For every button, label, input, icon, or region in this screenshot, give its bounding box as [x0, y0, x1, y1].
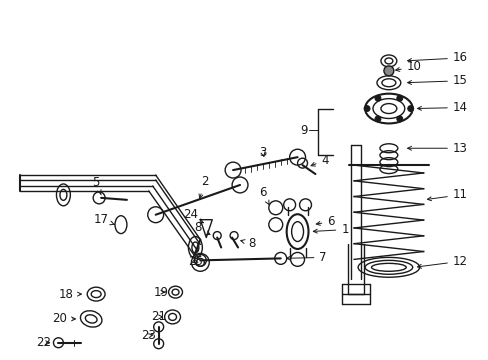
- Circle shape: [396, 95, 402, 101]
- Circle shape: [364, 105, 369, 112]
- Text: 14: 14: [417, 101, 467, 114]
- Text: 19: 19: [153, 285, 168, 299]
- Text: 6: 6: [316, 215, 334, 228]
- Text: 6: 6: [259, 186, 268, 205]
- Text: 5: 5: [92, 176, 101, 195]
- Text: 20: 20: [52, 312, 75, 325]
- Text: 21: 21: [150, 310, 165, 323]
- Circle shape: [407, 105, 413, 112]
- Text: 4: 4: [310, 154, 328, 167]
- Text: 16: 16: [407, 51, 467, 64]
- Text: 17: 17: [93, 213, 114, 226]
- Text: 23: 23: [141, 329, 155, 342]
- Text: 24: 24: [183, 208, 203, 223]
- Circle shape: [383, 66, 393, 76]
- Text: 12: 12: [417, 255, 467, 268]
- Text: 15: 15: [407, 74, 467, 87]
- Polygon shape: [200, 220, 212, 238]
- Circle shape: [374, 116, 380, 122]
- Text: 3: 3: [259, 146, 266, 159]
- Text: 8: 8: [194, 221, 209, 235]
- Text: 18: 18: [59, 288, 81, 301]
- Text: 8: 8: [240, 237, 255, 250]
- Circle shape: [374, 95, 380, 101]
- Circle shape: [396, 116, 402, 122]
- Text: 22: 22: [36, 336, 51, 349]
- Text: 13: 13: [407, 142, 467, 155]
- Text: 7: 7: [286, 251, 326, 264]
- Text: 2: 2: [199, 175, 209, 198]
- Text: 10: 10: [395, 60, 421, 73]
- Text: 11: 11: [427, 188, 467, 201]
- Text: 1: 1: [313, 223, 348, 236]
- Text: 9: 9: [299, 124, 306, 137]
- Text: 25: 25: [187, 255, 203, 268]
